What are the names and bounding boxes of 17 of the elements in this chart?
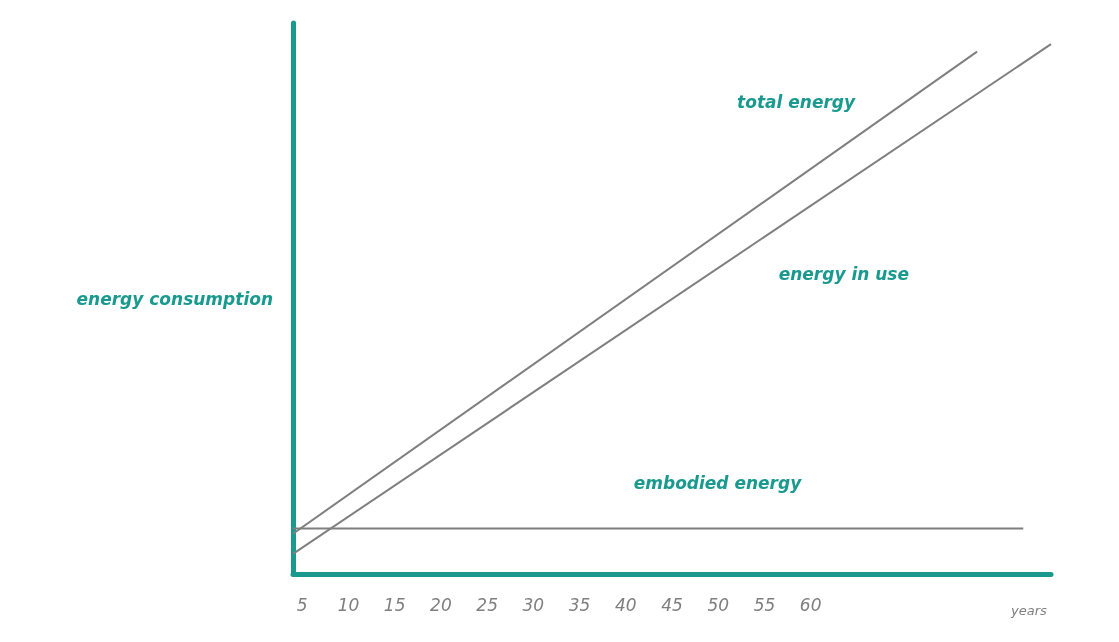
x-tick-label: 5 — [296, 594, 308, 615]
x-tick-label: 50 — [707, 594, 730, 615]
x-tick-label: 35 — [568, 594, 591, 615]
series-label: energy in use — [778, 264, 909, 285]
x-tick-label: 25 — [476, 594, 498, 615]
x-tick-label: 20 — [430, 594, 452, 615]
series-label: total energy — [737, 91, 856, 112]
x-tick-label: 45 — [661, 594, 683, 615]
text: embodied energy — [633, 473, 803, 494]
y-axis-title: energy consumption — [76, 288, 273, 309]
x-tick-label: 30 — [522, 594, 545, 615]
x-axis-title: years — [1010, 603, 1047, 618]
x-tick-label: 10 — [337, 594, 360, 615]
x-tick-label: 55 — [753, 594, 776, 615]
x-tick-label: 15 — [383, 594, 406, 615]
x-tick-label: 40 — [614, 594, 637, 615]
x-tick-label: 60 — [799, 594, 822, 615]
